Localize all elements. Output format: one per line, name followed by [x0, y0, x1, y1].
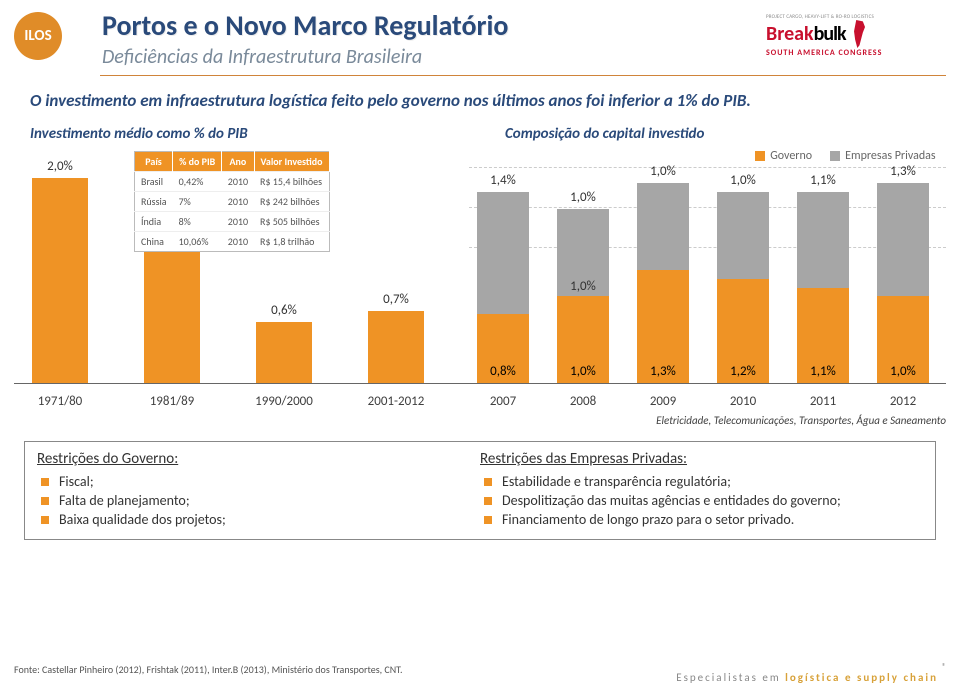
right-gov-label: 1,1%	[799, 364, 847, 379]
intro-text: O investimento em infraestrutura logísti…	[0, 76, 960, 117]
right-x-label: 2007	[471, 394, 535, 409]
breakbulk-sub: SOUTH AMERICA CONGRESS	[766, 48, 946, 58]
right-priv-label: 1,0%	[635, 164, 691, 179]
charts-row: 2,0%1,5%0,6%0,7% País% do PIBAnoValor In…	[0, 147, 960, 427]
mini-table-cell: R$ 15,4 bilhões	[254, 172, 329, 192]
right-gov-label: 1,3%	[639, 364, 687, 379]
mini-table-row: Brasil0,42%2010R$ 15,4 bilhões	[135, 172, 330, 192]
left-bar-label: 0,6%	[252, 303, 316, 318]
header: ILOS Portos e o Novo Marco Regulatório D…	[0, 0, 960, 69]
right-extra-label: 1,0%	[555, 279, 611, 294]
left-bar	[256, 322, 312, 384]
restrictions-priv-title: Restrições das Empresas Privadas:	[480, 450, 923, 468]
mini-table-row: China10,06%2010R$ 1,8 trilhão	[135, 232, 330, 252]
mini-table-cell: 2010	[222, 192, 254, 212]
restriction-item: Estabilidade e transparência regulatória…	[484, 472, 923, 491]
restriction-item: Fiscal;	[41, 472, 480, 491]
right-chart-title: Composição do capital investido	[450, 125, 930, 143]
right-x-label: 2010	[711, 394, 775, 409]
right-x-label: 2008	[551, 394, 615, 409]
right-bar-priv	[637, 183, 689, 270]
left-bar	[368, 311, 424, 383]
chart-titles: Investimento médio como % do PIB Composi…	[0, 117, 960, 147]
restrictions-gov-title: Restrições do Governo:	[37, 450, 480, 468]
breakbulk-break: Break	[766, 22, 814, 46]
mini-table-header: Valor Investido	[254, 152, 329, 172]
right-axis	[469, 383, 946, 384]
mini-table-cell: 10,06%	[173, 232, 222, 252]
right-bar-area: 0,8% 1,4% 1,0% 1,0% 1,3% 1,0% 1,2% 1,0% 1,1% 1,1%…	[469, 157, 946, 383]
right-x-label: 2011	[791, 394, 855, 409]
mini-table-cell: 8%	[173, 212, 222, 232]
right-chart-footer: Eletricidade, Telecomunicações, Transpor…	[656, 414, 946, 427]
title-block: Portos e o Novo Marco Regulatório Defici…	[102, 8, 766, 69]
right-priv-label: 1,4%	[475, 173, 531, 188]
right-bar-priv	[797, 192, 849, 288]
gridline	[469, 247, 946, 248]
registered-mark: ®	[942, 662, 946, 672]
right-bar-priv	[477, 192, 529, 314]
breakbulk-logo: PROJECT CARGO, HEAVY-LIFT & RO-RO LOGIST…	[766, 14, 946, 58]
left-bar	[144, 229, 200, 383]
ilos-logo: ILOS	[14, 12, 62, 60]
right-priv-label: 1,0%	[555, 190, 611, 205]
right-gov-label: 1,0%	[879, 364, 927, 379]
left-x-label: 1971/80	[14, 394, 106, 409]
footer-tagline: Especialistas em logística e supply chai…	[676, 671, 938, 684]
mini-table-header: País	[135, 152, 173, 172]
left-x-label: 2001-2012	[350, 394, 442, 409]
subtitle: Deficiências da Infraestrutura Brasileir…	[102, 45, 766, 69]
mini-table-header: Ano	[222, 152, 254, 172]
restriction-item: Despolitização das muitas agências e ent…	[484, 491, 923, 510]
right-priv-label: 1,3%	[875, 164, 931, 179]
left-bar-label: 2,0%	[28, 159, 92, 174]
restriction-item: Falta de planejamento;	[41, 491, 480, 510]
south-america-icon	[850, 20, 872, 48]
right-gov-label: 0,8%	[479, 364, 527, 379]
left-bar-label: 0,7%	[364, 292, 428, 307]
mini-table-header: % do PIB	[173, 152, 222, 172]
right-chart: Governo Empresas Privadas 0,8%1,4%1,0%1,…	[469, 147, 946, 427]
mini-table-row: Índia8%2010R$ 505 bilhões	[135, 212, 330, 232]
gridline	[469, 207, 946, 208]
right-bar-priv	[717, 192, 769, 279]
restrictions-priv: Restrições das Empresas Privadas: Estabi…	[480, 450, 923, 529]
right-bar-priv	[877, 183, 929, 296]
left-x-label: 1990/2000	[238, 394, 330, 409]
right-gov-label: 1,0%	[559, 364, 607, 379]
mini-table-cell: Índia	[135, 212, 173, 232]
breakbulk-bulk: bulk	[814, 22, 846, 46]
main-title: Portos e o Novo Marco Regulatório	[102, 8, 766, 43]
source-text: Fonte: Castellar Pinheiro (2012), Frisht…	[14, 663, 403, 676]
right-x-label: 2009	[631, 394, 695, 409]
mini-table-cell: Rússia	[135, 192, 173, 212]
mini-table-cell: 2010	[222, 212, 254, 232]
mini-table-row: Rússia7%2010R$ 242 bilhões	[135, 192, 330, 212]
right-priv-label: 1,1%	[795, 173, 851, 188]
mini-table-cell: R$ 242 bilhões	[254, 192, 329, 212]
mini-table: País% do PIBAnoValor Investido Brasil0,4…	[134, 151, 330, 252]
mini-table-cell: 0,42%	[173, 172, 222, 192]
left-bar	[32, 178, 88, 383]
right-priv-label: 1,0%	[715, 173, 771, 188]
restrictions-gov: Restrições do Governo: Fiscal;Falta de p…	[37, 450, 480, 529]
mini-table-cell: 2010	[222, 232, 254, 252]
left-x-label: 1981/89	[126, 394, 218, 409]
restriction-item: Financiamento de longo prazo para o seto…	[484, 510, 923, 529]
left-axis	[14, 383, 469, 384]
mini-table-cell: R$ 1,8 trilhão	[254, 232, 329, 252]
right-gov-label: 1,2%	[719, 364, 767, 379]
left-chart: 2,0%1,5%0,6%0,7% País% do PIBAnoValor In…	[14, 147, 469, 427]
mini-table-cell: 7%	[173, 192, 222, 212]
left-chart-title: Investimento médio como % do PIB	[30, 125, 450, 143]
mini-table-cell: Brasil	[135, 172, 173, 192]
mini-table-cell: China	[135, 232, 173, 252]
mini-table-cell: R$ 505 bilhões	[254, 212, 329, 232]
mini-table-cell: 2010	[222, 172, 254, 192]
restriction-item: Baixa qualidade dos projetos;	[41, 510, 480, 529]
right-x-label: 2012	[871, 394, 935, 409]
restrictions-box: Restrições do Governo: Fiscal;Falta de p…	[24, 441, 936, 540]
